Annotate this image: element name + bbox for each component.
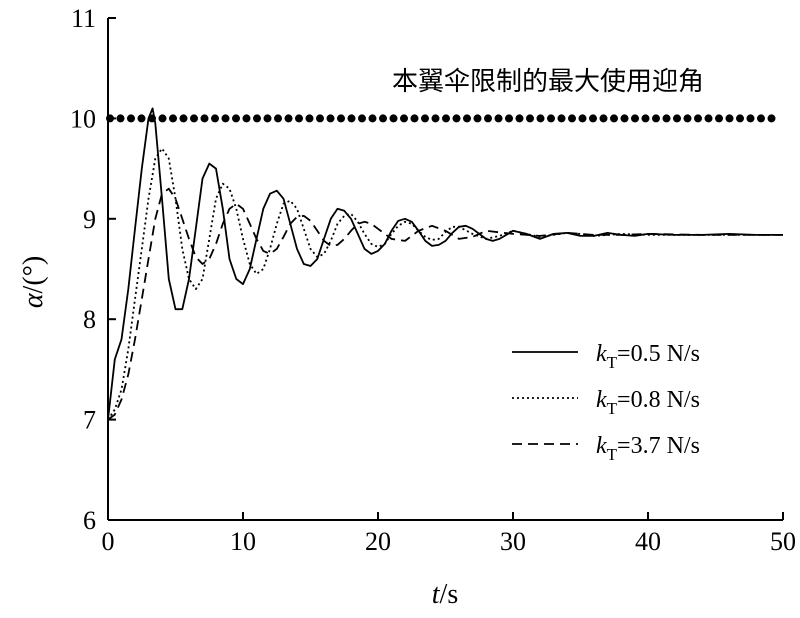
x-tick-label: 40 xyxy=(635,527,661,556)
x-tick-label: 0 xyxy=(102,527,115,556)
series-line-2 xyxy=(107,147,783,421)
y-tick-label: 9 xyxy=(83,205,96,234)
legend-label-2: kT=0.8 N/s xyxy=(596,387,700,418)
x-tick-label: 50 xyxy=(770,527,796,556)
y-tick-label: 7 xyxy=(83,406,96,435)
y-tick-label: 11 xyxy=(71,4,96,33)
y-tick-label: 10 xyxy=(70,104,96,133)
legend-label-1: kT=0.5 N/s xyxy=(596,341,700,372)
series-line-3 xyxy=(107,187,783,421)
axes-layer: 0 10 20 30 40 50 6 7 8 9 10 11 xyxy=(70,4,796,556)
x-tick-label: 20 xyxy=(365,527,391,556)
x-tick-label: 30 xyxy=(500,527,526,556)
series-line-1 xyxy=(107,107,783,420)
y-axis-title: α/(°) xyxy=(18,256,49,308)
legend: kT=0.5 N/s kT=0.8 N/s kT=3.7 N/s xyxy=(512,341,700,464)
reference-line-label: 本翼伞限制的最大使用迎角 xyxy=(392,67,704,97)
legend-label-3: kT=3.7 N/s xyxy=(596,433,700,464)
series-layer xyxy=(107,107,783,421)
x-tick-label: 10 xyxy=(230,527,256,556)
x-axis-title: t/s xyxy=(432,579,458,610)
text-layer: 本翼伞限制的最大使用迎角 t/s α/(°) xyxy=(18,67,704,610)
y-tick-label: 8 xyxy=(83,305,96,334)
y-tick-label: 6 xyxy=(83,506,96,535)
